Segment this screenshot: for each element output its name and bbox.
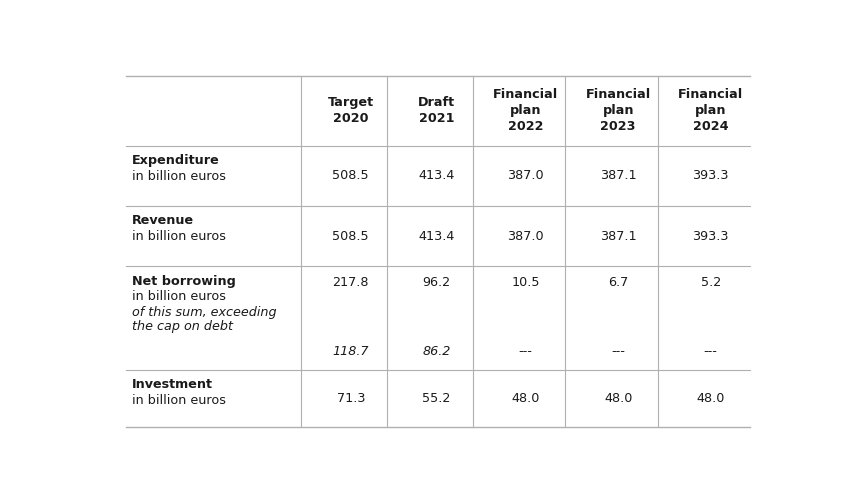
Text: in billion euros: in billion euros [131,394,226,407]
Text: 86.2: 86.2 [423,345,451,359]
Text: ---: --- [704,345,717,359]
Text: 118.7: 118.7 [332,345,369,359]
Text: Draft
2021: Draft 2021 [418,96,455,125]
Text: Investment: Investment [131,378,213,392]
Text: Financial
plan
2023: Financial plan 2023 [585,88,651,133]
Text: 217.8: 217.8 [332,276,369,289]
Text: 387.1: 387.1 [600,169,636,182]
Text: 10.5: 10.5 [511,276,540,289]
Text: 48.0: 48.0 [696,392,725,405]
Text: 387.1: 387.1 [600,230,636,243]
Text: Financial
plan
2024: Financial plan 2024 [678,88,743,133]
Text: Net borrowing: Net borrowing [131,274,235,288]
Text: in billion euros: in billion euros [131,230,226,243]
Text: 508.5: 508.5 [332,169,369,182]
Text: 55.2: 55.2 [423,392,451,405]
Text: in billion euros: in billion euros [131,291,226,303]
Text: Expenditure: Expenditure [131,154,219,167]
Text: 387.0: 387.0 [508,230,544,243]
Text: in billion euros: in billion euros [131,170,226,183]
Text: 387.0: 387.0 [508,169,544,182]
Text: 71.3: 71.3 [337,392,365,405]
Text: 393.3: 393.3 [693,230,729,243]
Text: 508.5: 508.5 [332,230,369,243]
Text: Revenue: Revenue [131,214,193,227]
Text: ---: --- [611,345,625,359]
Text: 96.2: 96.2 [423,276,451,289]
Text: 393.3: 393.3 [693,169,729,182]
Text: Financial
plan
2022: Financial plan 2022 [493,88,558,133]
Text: Target
2020: Target 2020 [328,96,374,125]
Text: 6.7: 6.7 [608,276,629,289]
Text: 48.0: 48.0 [604,392,632,405]
Text: 5.2: 5.2 [700,276,721,289]
Text: the cap on debt: the cap on debt [131,320,233,333]
Text: 413.4: 413.4 [418,230,455,243]
Text: of this sum, exceeding: of this sum, exceeding [131,306,276,318]
Text: ---: --- [519,345,532,359]
Text: 48.0: 48.0 [511,392,540,405]
Text: 413.4: 413.4 [418,169,455,182]
